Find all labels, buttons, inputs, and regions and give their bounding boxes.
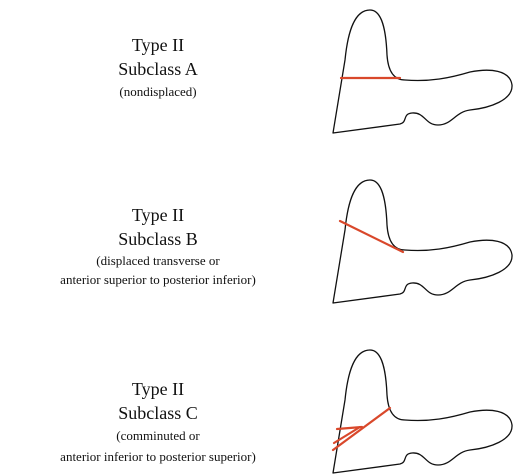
description: (displaced transverse or (96, 253, 220, 268)
type-label: Type II (132, 35, 184, 55)
panel-a: Type II Subclass A (nondisplaced) (118, 9, 513, 134)
subclass-label: Subclass A (118, 59, 198, 79)
description: anterior inferior to posterior superior) (60, 449, 256, 464)
bone-outline (332, 179, 513, 304)
bone-outline (332, 9, 513, 134)
fracture-line (331, 406, 392, 452)
description: anterior superior to posterior inferior) (60, 272, 256, 287)
type-label: Type II (132, 205, 184, 225)
subclass-label: Subclass B (118, 229, 198, 249)
bone-outline (332, 349, 513, 474)
panel-c: Type II Subclass C (comminuted or anteri… (60, 349, 513, 474)
description: (nondisplaced) (119, 84, 196, 99)
panel-b: Type II Subclass B (displaced transverse… (60, 179, 513, 304)
description: (comminuted or (116, 428, 200, 443)
fracture-line (338, 219, 405, 254)
type-label: Type II (132, 379, 184, 399)
subclass-label: Subclass C (118, 403, 198, 423)
fracture-line (332, 425, 362, 445)
